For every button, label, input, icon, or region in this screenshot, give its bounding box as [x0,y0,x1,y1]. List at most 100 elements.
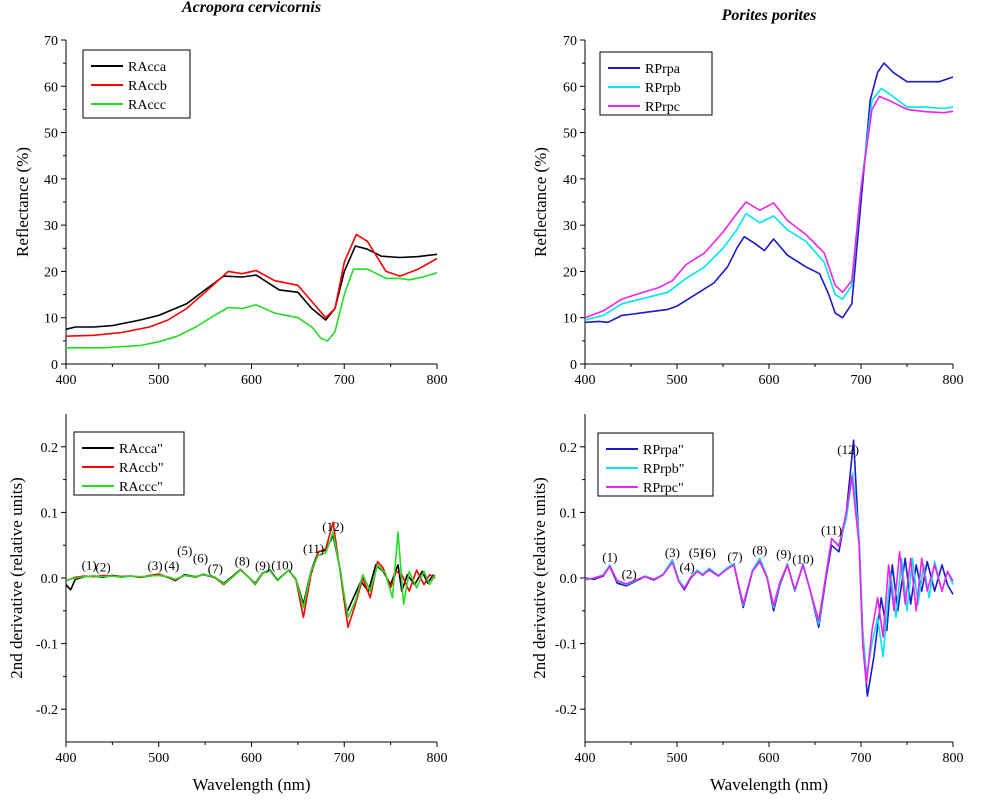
peak-label: (12) [322,519,344,534]
legend-label: RPrpc" [643,481,684,496]
legend-label: RAccb [128,79,167,94]
y-tick-label: 0.1 [41,506,59,521]
legend-label: RPrpc [645,100,680,115]
x-tick-label: 700 [851,373,872,388]
legend-label: RAcca [128,60,167,75]
y-tick-label: 0.2 [560,441,578,456]
x-tick-label: 500 [148,373,169,388]
y-tick-label: 0 [570,358,577,373]
peak-label: (8) [752,542,767,557]
y-tick-label: 60 [44,80,58,95]
y-axis-label: Reflectance (%) [531,147,550,257]
y-tick-label: 0.0 [41,572,59,587]
peak-label: (12) [837,442,859,457]
peak-label: (5) [689,545,704,560]
y-tick-label: 20 [44,265,58,280]
peak-label: (9) [776,546,791,561]
y-tick-label: 10 [563,312,577,327]
legend-label: RAccc" [119,480,163,495]
y-tick-label: 10 [44,312,58,327]
y-tick-label: -0.1 [555,638,577,653]
y-tick-label: 0.2 [41,441,59,456]
chart-panel-2: 400 500 600 700 800 0 10 20 30 40 50 60 70 Porites po… [531,7,964,388]
legend-label: RAcca" [119,442,163,457]
peak-label: (6) [701,545,716,560]
x-tick-label: 400 [575,373,596,388]
series-line-3 [65,531,436,619]
legend-label: RPrpa" [643,443,684,458]
x-tick-label: 800 [943,751,964,766]
x-tick-label: 600 [241,373,262,388]
chart-panel-4: 400 500 600 700 800 -0.2 -0.1 0.0 0.1 0.2 2nd deri… [530,414,964,794]
legend: RAcca RAccb RAccc [82,49,191,119]
y-axis-label: 2nd derivative (relative units) [530,477,549,679]
y-tick-label: 50 [44,127,58,142]
series-line-2 [584,87,954,321]
peak-label: (8) [235,554,250,569]
peak-label: (9) [255,558,270,573]
legend-label: RAccc [128,98,166,113]
y-tick-label: 40 [563,173,577,188]
x-tick-label: 700 [334,751,355,766]
peak-label: (6) [193,550,208,565]
y-axis-label: 2nd derivative (relative units) [7,477,26,679]
series-line-1 [65,245,438,331]
x-tick-label: 500 [148,751,169,766]
peak-label: (4) [680,559,695,574]
chart-panel-3: 400 500 600 700 800 -0.2 -0.1 0.0 0.1 0.2 2nd deri… [7,414,448,794]
x-tick-label: 700 [851,751,872,766]
x-tick-label: 600 [759,751,780,766]
series-line-3 [66,268,438,349]
x-tick-label: 600 [759,373,780,388]
legend-label: RPrpa [645,62,681,77]
peak-label: (1) [602,550,617,565]
peak-label: (5) [177,543,192,558]
legend-box [599,51,713,116]
peak-label: (3) [665,545,680,560]
legend-box [73,431,185,496]
peak-label: (7) [727,549,742,564]
legend: RAcca" RAccb" RAccc" [73,431,185,496]
legend-label: RAccb" [119,461,164,476]
chart-title: Acropora cervicornis [181,0,321,16]
chart-panel-1: 400 500 600 700 800 0 10 20 30 40 50 60 70 Acropora c… [13,0,448,388]
peak-label: (11) [821,523,842,538]
y-tick-label: 30 [563,219,577,234]
x-tick-label: 500 [667,373,688,388]
x-axis-label: Wavelength (nm) [710,775,828,794]
series-line-1 [65,534,434,615]
x-tick-label: 600 [241,751,262,766]
series-line-2 [65,521,436,628]
peak-label: (1) [82,557,97,572]
y-tick-label: 60 [563,80,577,95]
x-tick-label: 800 [943,373,964,388]
x-tick-label: 400 [575,751,596,766]
peak-label: (2) [96,559,111,574]
peak-label: (10) [271,557,293,572]
y-tick-label: 20 [563,265,577,280]
peak-label: (2) [622,567,637,582]
series-line-3 [584,475,954,684]
x-tick-label: 400 [56,373,77,388]
chart-title: Porites porites [721,7,817,24]
y-tick-label: 50 [563,127,577,142]
legend: RPrpa RPrpb RPrpc [599,51,713,116]
legend-box [597,432,714,497]
y-tick-label: 0.1 [560,506,578,521]
x-axis-label: Wavelength (nm) [192,775,310,794]
y-tick-label: 70 [563,34,577,49]
peak-label: (10) [792,552,814,567]
y-tick-label: 70 [44,34,58,49]
y-tick-label: 30 [44,219,58,234]
y-tick-label: -0.2 [555,703,577,718]
peak-label: (4) [164,558,179,573]
y-tick-label: -0.2 [36,703,58,718]
y-tick-label: -0.1 [36,638,58,653]
peak-label: (3) [147,558,162,573]
series-line-1 [584,62,954,324]
peak-label: (7) [208,561,223,576]
legend-label: RPrpb [645,81,681,96]
y-tick-label: 0.0 [560,572,578,587]
peak-label: (11) [303,541,324,556]
